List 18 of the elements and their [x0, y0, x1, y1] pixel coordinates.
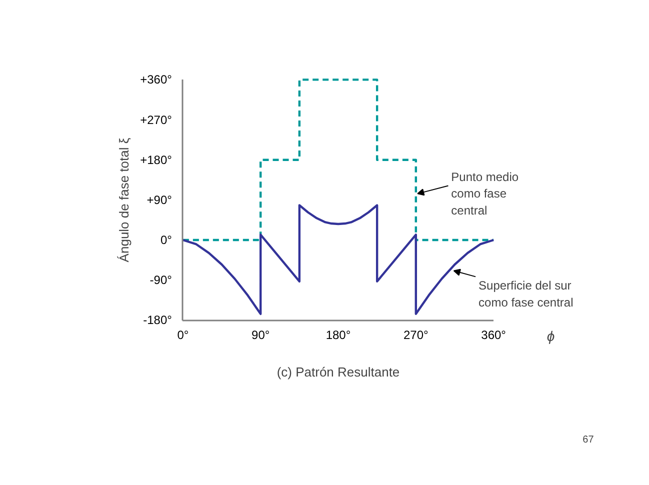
- y-tick-label: -90°: [150, 273, 172, 288]
- text: 67: [582, 434, 594, 446]
- x-tick-label: 0°: [177, 328, 189, 342]
- text: (c) Patrón Resultante: [276, 364, 400, 380]
- y-tick-label: +90°: [146, 192, 172, 207]
- y-tick-label: +180°: [140, 152, 172, 167]
- y-tick-label: 0°: [160, 233, 172, 248]
- y-axis-title: Ángulo de fase total ξ: [116, 138, 132, 262]
- y-tick-label: +270°: [140, 112, 172, 127]
- x-tick-label: 360°: [481, 328, 506, 342]
- annotation: Superficie del sur como fase central: [478, 278, 574, 310]
- y-tick-label: -180°: [143, 313, 172, 328]
- x-axis-title: ϕ: [546, 328, 555, 344]
- x-tick-label: 90°: [252, 328, 270, 342]
- x-tick-label: 270°: [404, 328, 429, 342]
- y-tick-label: +360°: [140, 72, 172, 87]
- x-tick-label: 180°: [326, 328, 351, 342]
- annotation: Punto medio como fase central: [451, 170, 519, 218]
